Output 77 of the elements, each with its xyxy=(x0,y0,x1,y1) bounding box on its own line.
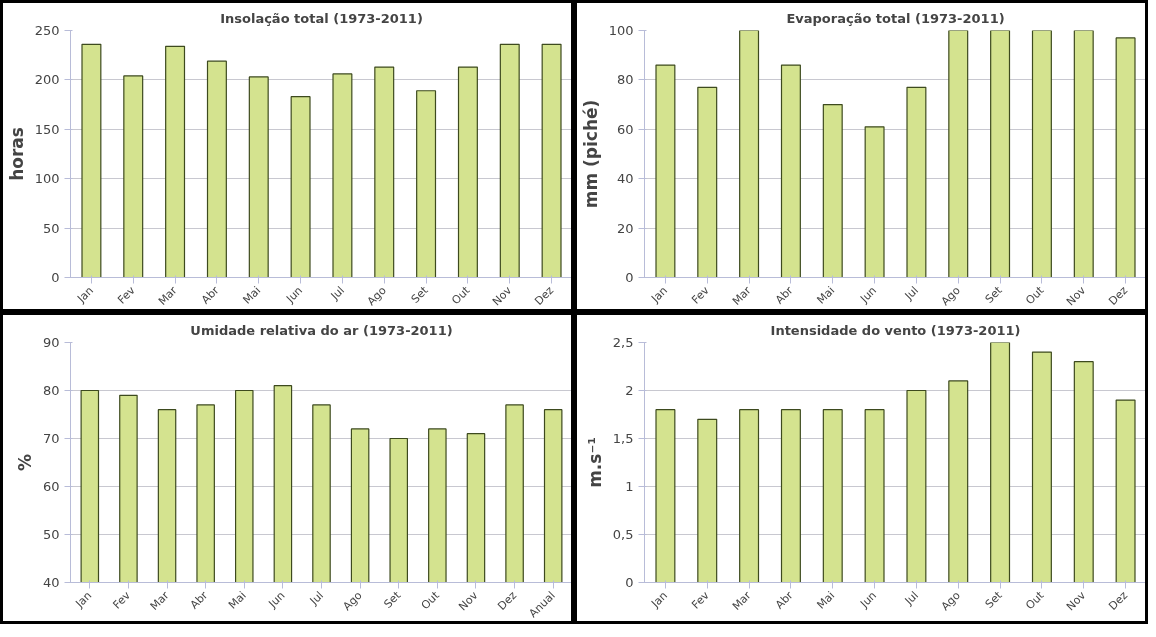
x-tick-label: Jun xyxy=(857,283,880,306)
y-tick-label: 40 xyxy=(42,575,60,590)
y-tick-label: 60 xyxy=(42,479,60,494)
x-tick-label: Jan xyxy=(648,588,671,611)
x-tick-label: Dez xyxy=(1106,588,1131,613)
y-tick-label: 2,5 xyxy=(612,335,634,350)
x-tick-label: Abr xyxy=(187,588,211,612)
x-tick-label: Set xyxy=(982,283,1006,306)
x-tick-label: Mai xyxy=(226,588,249,612)
y-tick-label: 0,5 xyxy=(612,527,634,542)
y-tick-label: 1,5 xyxy=(612,431,634,446)
x-tick-label: Mar xyxy=(147,588,172,613)
y-tick-label: 250 xyxy=(34,23,60,38)
x-tick-label: Jan xyxy=(72,588,95,611)
y-tick-label: 1 xyxy=(625,479,634,494)
x-tick-label: Jul xyxy=(327,283,348,304)
y-tick-label: 90 xyxy=(42,335,60,350)
y-tick-label: 50 xyxy=(42,527,60,542)
x-tick-label: Ago xyxy=(938,588,964,614)
x-tick-label: Mar xyxy=(729,588,755,613)
y-tick-label: 0 xyxy=(625,270,634,285)
x-tick-label: Jun xyxy=(265,588,288,611)
x-tick-label: Out xyxy=(418,588,443,613)
x-tick-label: Jan xyxy=(648,283,671,306)
x-tick-label: Fev xyxy=(110,588,134,612)
x-tick-label: Nov xyxy=(456,588,481,614)
x-tick-label: Dez xyxy=(495,588,520,613)
x-tick-label: Set xyxy=(982,588,1006,611)
x-tick-label: Mar xyxy=(729,283,755,308)
y-tick-label: 80 xyxy=(616,72,634,88)
x-tick-label: Fev xyxy=(115,283,139,307)
x-tick-label: Abr xyxy=(772,588,796,612)
chart-title: Umidade relativa do ar (1973-2011) xyxy=(190,322,453,338)
x-tick-label: Set xyxy=(381,588,404,611)
y-tick-label: 70 xyxy=(42,431,60,446)
y-tick-label: 60 xyxy=(616,121,634,137)
y-tick-label: 50 xyxy=(42,220,60,236)
x-tick-label: Jan xyxy=(74,283,97,306)
y-tick-label: 100 xyxy=(34,171,60,187)
x-tick-label: Abr xyxy=(198,283,222,307)
y-tick-label: 80 xyxy=(42,383,60,398)
x-tick-label: Jun xyxy=(857,588,880,611)
x-tick-label: Mai xyxy=(814,588,838,612)
y-axis-title: m.s⁻¹ xyxy=(584,437,605,488)
y-tick-label: 40 xyxy=(616,171,634,187)
x-tick-label: Jul xyxy=(901,283,922,304)
chart-title: Insolação total (1973-2011) xyxy=(220,10,423,26)
x-tick-label: Ago xyxy=(340,588,365,614)
x-tick-label: Jul xyxy=(306,588,327,609)
x-tick-label: Mar xyxy=(155,283,181,308)
x-tick-label: Jun xyxy=(283,283,306,306)
x-tick-label: Dez xyxy=(532,283,557,308)
chart-title: Intensidade do vento (1973-2011) xyxy=(770,322,1021,338)
x-tick-label: Set xyxy=(408,283,432,306)
y-tick-label: 2 xyxy=(625,383,634,398)
y-tick-label: 0 xyxy=(625,575,634,590)
x-tick-label: Out xyxy=(1023,588,1047,613)
y-tick-label: 200 xyxy=(34,72,60,88)
x-tick-label: Mai xyxy=(240,283,264,307)
y-tick-label: 20 xyxy=(616,220,634,236)
y-axis-title: mm (piché) xyxy=(580,99,601,209)
x-tick-label: Ago xyxy=(938,283,964,309)
y-tick-label: 0 xyxy=(51,270,60,285)
x-tick-label: Dez xyxy=(1106,283,1131,308)
x-tick-label: Mai xyxy=(814,283,838,307)
y-axis-title: horas xyxy=(6,127,27,181)
x-tick-label: Jul xyxy=(901,588,922,609)
y-axis-title: % xyxy=(14,453,35,472)
x-tick-label: Abr xyxy=(772,283,796,307)
x-tick-label: Fev xyxy=(689,283,713,307)
y-tick-label: 150 xyxy=(34,121,60,137)
y-tick-label: 100 xyxy=(608,23,634,38)
x-tick-label: Out xyxy=(449,283,473,308)
chart-title: Evaporação total (1973-2011) xyxy=(786,10,1005,26)
x-tick-label: Out xyxy=(1023,283,1047,308)
x-tick-label: Fev xyxy=(689,588,713,612)
x-tick-label: Ago xyxy=(364,283,390,309)
